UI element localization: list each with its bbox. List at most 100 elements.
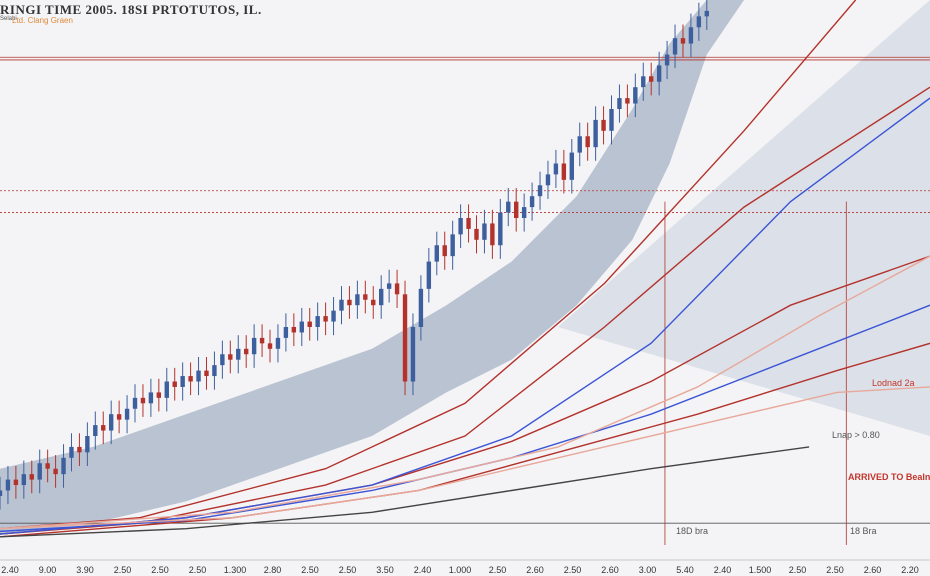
annotation-low-a: 18D bra [676,526,709,536]
candle-body [13,479,19,486]
candle-body [688,27,694,44]
candle-body [704,10,709,17]
candle-body [132,397,138,409]
candle-body [77,446,82,453]
candle-body [649,76,654,82]
x-tick-label: 2.50 [826,565,844,575]
candle-body [633,87,638,104]
x-tick-label: 2.50 [189,565,207,575]
indicator-line [0,386,930,530]
candle-body [553,163,559,175]
candle-body [188,376,193,382]
candle-body [124,408,130,420]
candle-body [696,16,702,28]
x-tick-label: 2.60 [526,565,544,575]
candle-body [514,201,519,218]
candle-body [259,337,265,344]
candle-body [355,294,360,306]
x-tick-label: 2.80 [264,565,282,575]
candle-body [490,223,495,246]
candle-body [283,327,289,338]
candle-body [116,414,122,420]
x-tick-label: 2.50 [339,565,357,575]
candle-body [450,234,455,257]
x-tick-label: 2.60 [601,565,619,575]
annotation-low-b: 18 Bra [850,526,877,536]
candle-body [458,218,463,235]
candle-body [236,348,241,360]
candle-body [410,327,416,382]
x-tick-label: 1.500 [749,565,772,575]
candle-body [664,54,670,66]
x-tick-label: 2.60 [864,565,882,575]
candle-body [204,370,209,377]
candle-body [506,201,511,213]
candle-body [601,119,606,131]
candle-body [251,337,257,355]
candle-body [625,98,630,104]
candle-body [212,365,217,377]
candle-body [275,337,281,349]
candle-body [196,370,201,382]
x-tick-label: 5.40 [676,565,694,575]
candle-body [69,446,74,458]
candle-body [291,327,297,333]
candle-body [363,294,368,300]
annotation-red: ARRIVED TO Bealn [848,472,930,482]
candle-body [61,457,66,475]
candle-body [656,65,662,82]
candle-body [53,468,58,475]
candle-body [267,343,273,349]
indicator-line [0,97,930,535]
candle-body [21,474,27,486]
candle-body [474,228,479,240]
candle-body [529,196,535,208]
candle-body [545,174,551,186]
candle-body [426,261,432,289]
candle-body [140,397,146,404]
band-area [0,0,930,535]
candle-body [299,321,304,333]
candle-body [37,463,42,480]
candle-body [164,381,169,398]
candle-body [347,299,352,306]
candle-body [537,185,543,197]
candle-body [93,425,98,436]
candle-body [386,283,392,289]
chart-subtitle: Ltd. Clang Graen [12,16,73,25]
candle-body [418,288,424,327]
chart-title: RINGI TIME 2005. 18SI PRTOTUTOS, IL. [0,2,262,17]
candle-body [641,76,646,88]
candle-body [0,490,3,496]
candle-body [569,152,574,180]
x-tick-label: 2.40 [414,565,432,575]
candle-body [498,212,503,246]
candle-body [402,294,408,382]
candle-body [394,283,400,295]
candle-body [585,136,590,148]
annotation-top-right: Lodnad 2a [872,378,915,388]
x-tick-label: 2.50 [151,565,169,575]
candle-body [672,38,678,55]
x-tick-label: 1.300 [224,565,247,575]
candle-body [315,316,320,327]
candle-body [243,348,249,355]
x-tick-label: 3.90 [76,565,94,575]
candle-body [680,38,686,44]
candle-body [323,316,328,322]
candle-body [593,119,598,148]
annotation-mid: Lnap > 0.80 [832,430,880,440]
reference-lines [0,56,930,545]
candle-body [220,354,225,366]
candle-body [29,474,34,480]
candle-body [45,463,50,469]
candle-body [228,354,233,360]
subtitle-prefix: Selabi [0,16,17,22]
candle-body [378,288,384,306]
candle-body [609,109,614,131]
indicator-line [0,0,857,530]
indicator-line [0,446,810,538]
candle-body [180,376,185,387]
fan-area [558,0,930,436]
